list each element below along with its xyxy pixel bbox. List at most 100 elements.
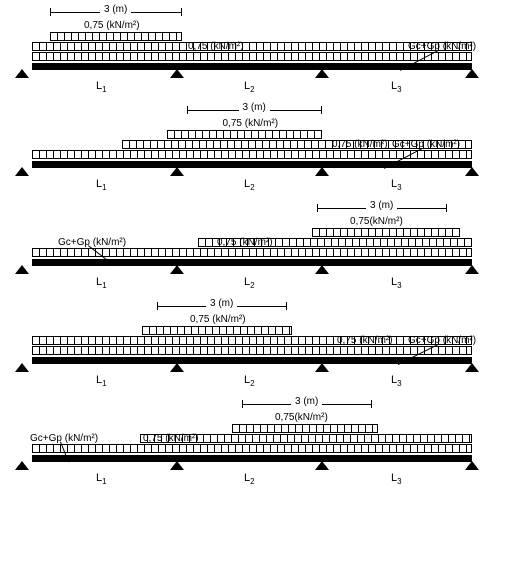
supports-row [12,266,492,276]
upper-load-boxes [167,130,322,139]
mid-load-label: 0,75 (kN/m²) [217,237,273,248]
self-weight-boxes [32,346,472,355]
mid-load-label: 0,75 (kN/m²) [188,41,244,52]
mid-load-boxes [32,42,472,51]
dimension-label: 3 (m) [239,102,270,113]
dimension-label: 3 (m) [291,396,322,407]
upper-load-boxes [232,424,378,433]
load-case: 3 (m) 0,75 (kN/m²) 0,75 (kN/m²) Gc+Gp (kN/m… [32,106,492,192]
self-weight-callout: Gc+Gp (kN/m²) [392,139,460,150]
support [465,69,479,78]
upper-load-label-row: 0,75(kN/m²) [12,412,492,424]
self-weight-layer [12,444,492,454]
dimension-row: 3 (m) [32,302,492,314]
beam [32,63,472,70]
load-case: 3 (m) 0,75(kN/m²) 0,75 (kN/m²) Gc+Gp (kN/m²… [12,400,492,486]
upper-load-label: 0,75 (kN/m²) [223,118,279,129]
span-label: L2 [244,472,255,486]
span-label: L3 [391,374,402,388]
self-weight-callout: Gc+Gp (kN/m²) [408,41,476,52]
support [465,265,479,274]
self-weight-boxes [32,444,472,453]
dimension-line: 3 (m) [157,302,287,312]
span-label: L2 [244,178,255,192]
span-label: L2 [244,80,255,94]
span-label: L2 [244,276,255,290]
beam [32,357,472,364]
upper-load-label: 0,75(kN/m²) [350,216,403,227]
support [15,167,29,176]
support [465,461,479,470]
support [15,461,29,470]
dimension-label: 3 (m) [100,4,131,15]
mid-load-label: 0,75 (kN/m²) [337,335,393,346]
span-label: L1 [96,276,107,290]
mid-load-layer: 0,75 (kN/m²) Gc+Gp (kN/m²) [12,238,492,248]
mid-load-layer: 0,75 (kN/m²) Gc+Gp (kN/m²) [12,42,492,52]
self-weight-callout: Gc+Gp (kN/m²) [30,433,98,444]
span-label: L3 [391,80,402,94]
support [15,69,29,78]
span-labels-row: L1 L2 L3 [32,178,492,192]
upper-load-label-row: 0,75 (kN/m²) [32,118,492,130]
support [170,167,184,176]
span-labels-row: L1 L2 L3 [12,80,492,94]
self-weight-layer [12,248,492,258]
support [315,461,329,470]
supports-row [32,168,492,178]
dimension-line: 3 (m) [50,8,182,18]
self-weight-boxes [32,52,472,61]
span-labels-row: L1 L2 L3 [32,374,492,388]
dimension-label: 3 (m) [366,200,397,211]
support [465,167,479,176]
beam-stack: 0,75 (kN/m²) Gc+Gp (kN/m²) [32,130,492,178]
span-label: L1 [96,80,107,94]
mid-load-label: 0,75 (kN/m²) [143,433,199,444]
support [15,363,29,372]
support [315,69,329,78]
span-label: L1 [96,472,107,486]
beam [32,161,472,168]
dimension-line: 3 (m) [187,106,322,116]
span-label: L3 [391,178,402,192]
load-case: 3 (m) 0,75(kN/m²) 0,75 (kN/m²) Gc+Gp (kN/m²… [12,204,492,290]
span-label: L1 [96,374,107,388]
dimension-line: 3 (m) [242,400,372,410]
dimension-row: 3 (m) [12,8,492,20]
supports-row [12,462,492,472]
self-weight-boxes [32,150,472,159]
span-label: L3 [391,276,402,290]
span-label: L1 [96,178,107,192]
upper-load-boxes [142,326,292,335]
beam-stack: 0,75 (kN/m²) Gc+Gp (kN/m²) [12,228,492,276]
support [315,167,329,176]
support [315,363,329,372]
dimension-label: 3 (m) [206,298,237,309]
self-weight-layer [32,150,492,160]
upper-load-label-row: 0,75 (kN/m²) [12,20,492,32]
upper-load-label: 0,75 (kN/m²) [84,20,140,31]
support [170,69,184,78]
span-label: L3 [391,472,402,486]
dimension-row: 3 (m) [12,400,492,412]
supports-row [12,70,492,80]
span-label: L2 [244,374,255,388]
mid-load-boxes [32,336,472,345]
span-labels-row: L1 L2 L3 [12,472,492,486]
support [170,363,184,372]
supports-row [32,364,492,374]
beam [32,259,472,266]
mid-load-layer: 0,75 (kN/m²) Gc+Gp (kN/m²) [12,434,492,444]
upper-load-boxes [312,228,460,237]
dimension-line: 3 (m) [317,204,447,214]
upper-load-boxes [50,32,182,41]
mid-load-label: 0,75 (kN/m²) [332,139,388,150]
upper-load-label-row: 0,75(kN/m²) [12,216,492,228]
self-weight-callout: Gc+Gp (kN/m²) [58,237,126,248]
upper-load-label-row: 0,75 (kN/m²) [32,314,492,326]
mid-load-layer: 0,75 (kN/m²) Gc+Gp (kN/m²) [32,140,492,150]
load-case: 3 (m)0,75 (kN/m²)0,75 (kN/m²)Gc+Gp (kN/m… [32,302,492,388]
mid-load-layer: 0,75 (kN/m²)Gc+Gp (kN/m²) [32,336,492,346]
beam-stack: 0,75 (kN/m²)Gc+Gp (kN/m²) [32,326,492,374]
support [465,363,479,372]
